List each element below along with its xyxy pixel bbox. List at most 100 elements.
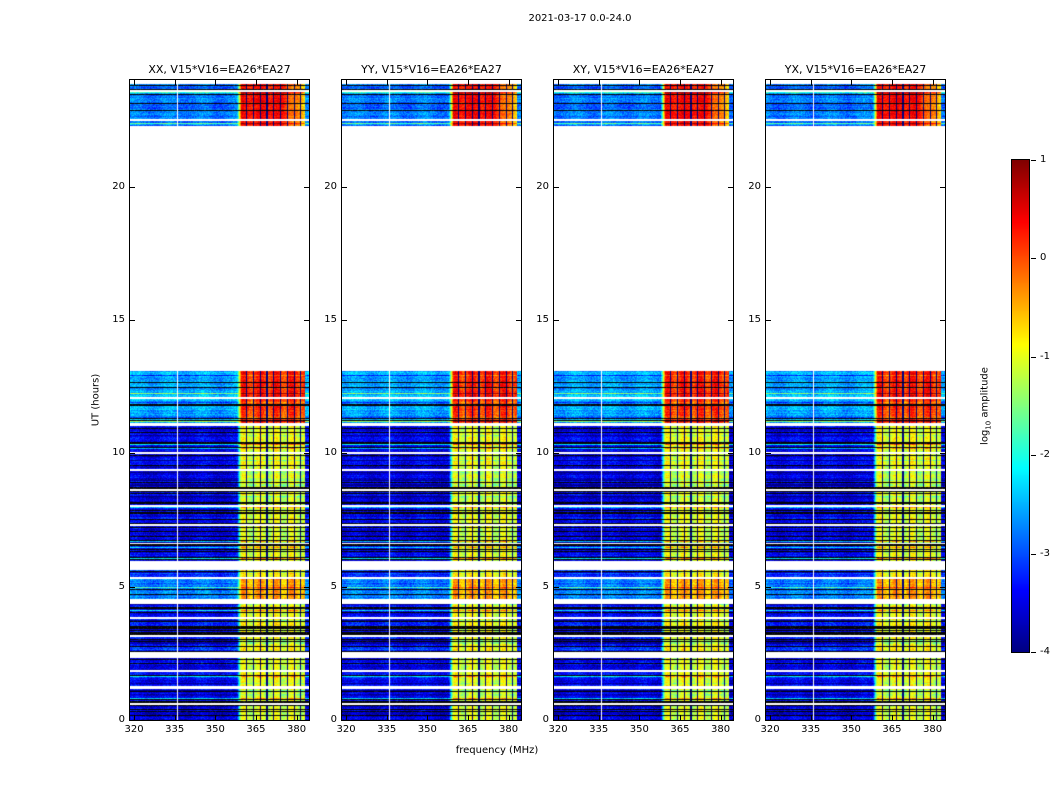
x-tick (215, 715, 217, 720)
x-tick-label: 335 (589, 724, 609, 735)
y-tick (342, 186, 347, 188)
x-tick (255, 80, 257, 85)
x-tick (427, 80, 429, 85)
plot-frame (341, 79, 522, 721)
x-tick-label: 335 (165, 724, 185, 735)
y-tick-label: 15 (748, 314, 761, 325)
y-tick (766, 320, 771, 321)
y-tick (342, 453, 347, 455)
x-tick (558, 80, 560, 85)
x-tick (427, 715, 429, 720)
y-tick (304, 586, 309, 588)
y-tick-label: 0 (542, 714, 549, 725)
x-tick (720, 715, 722, 720)
y-tick-label: 5 (118, 580, 125, 592)
x-tick (639, 715, 641, 720)
spectrogram-canvas-yy (342, 80, 521, 720)
y-tick (766, 453, 771, 455)
x-tick (174, 715, 176, 720)
y-tick (516, 186, 521, 188)
y-tick (940, 453, 945, 455)
y-tick (940, 186, 945, 188)
colorbar-tick-label: -2 (1040, 449, 1050, 461)
y-tick-label: 15 (324, 314, 337, 325)
y-tick-label: 0 (754, 714, 761, 725)
x-tick (891, 80, 893, 85)
y-tick (342, 320, 347, 321)
y-tick (728, 186, 733, 188)
x-tick-label: 320 (548, 724, 568, 735)
y-tick (516, 720, 521, 721)
x-tick-label: 335 (801, 724, 821, 735)
colorbar-tick (1031, 652, 1036, 653)
y-tick (342, 586, 347, 588)
x-tick-label: 350 (841, 724, 861, 735)
colorbar-tick (1031, 455, 1036, 457)
y-tick (766, 720, 771, 721)
y-tick (728, 320, 733, 321)
x-tick-label: 365 (246, 724, 266, 735)
x-tick-label: 320 (760, 724, 780, 735)
x-tick (467, 80, 469, 85)
x-tick (810, 80, 812, 85)
y-tick (728, 586, 733, 588)
spectrogram-canvas-yx (766, 80, 945, 720)
x-tick (770, 715, 772, 720)
y-tick (728, 453, 733, 455)
x-tick (810, 715, 812, 720)
y-tick-label: 0 (330, 714, 337, 725)
y-tick (766, 586, 771, 588)
x-tick-label: 320 (124, 724, 144, 735)
x-tick-label: 350 (205, 724, 225, 735)
y-tick-label: 10 (536, 447, 549, 459)
y-tick (304, 320, 309, 321)
x-tick-label: 365 (670, 724, 690, 735)
y-tick (130, 320, 135, 321)
x-tick (134, 80, 136, 85)
y-tick-label: 10 (748, 447, 761, 459)
x-tick (467, 715, 469, 720)
y-tick (130, 586, 135, 588)
colorbar-tick (1031, 356, 1036, 358)
x-tick (386, 715, 388, 720)
x-tick (598, 80, 600, 85)
y-tick (554, 586, 559, 588)
spectrogram-canvas-xy (554, 80, 733, 720)
y-tick (130, 453, 135, 455)
x-tick-label: 320 (336, 724, 356, 735)
colorbar-label: log10 amplitude (980, 367, 993, 445)
y-tick (766, 186, 771, 188)
x-tick (255, 715, 257, 720)
x-tick-label: 380 (286, 724, 307, 735)
x-tick (720, 80, 722, 85)
y-tick-label: 20 (536, 180, 549, 192)
y-tick (516, 453, 521, 455)
x-tick-label: 350 (417, 724, 437, 735)
y-tick (554, 453, 559, 455)
panel-title: XY, V15*V16=EA26*EA27 (572, 63, 715, 76)
x-tick (639, 80, 641, 85)
x-tick (296, 80, 298, 85)
x-axis-label: frequency (MHz) (455, 745, 539, 756)
y-tick-label: 15 (536, 314, 549, 325)
x-tick-label: 335 (377, 724, 397, 735)
y-tick (516, 320, 521, 321)
panel-title: YX, V15*V16=EA26*EA27 (784, 63, 927, 76)
y-tick-label: 10 (324, 447, 337, 459)
colorbar-tick (1031, 160, 1036, 161)
y-tick (304, 186, 309, 188)
x-tick (851, 715, 853, 720)
x-tick (134, 715, 136, 720)
x-tick (558, 715, 560, 720)
colorbar-label-suffix: amplitude (979, 367, 991, 421)
x-tick (215, 80, 217, 85)
y-tick-label: 10 (112, 447, 125, 459)
y-tick-label: 0 (118, 714, 125, 725)
y-tick (304, 720, 309, 721)
x-tick-label: 365 (882, 724, 902, 735)
y-tick (342, 720, 347, 721)
y-tick (554, 320, 559, 321)
x-tick (174, 80, 176, 85)
